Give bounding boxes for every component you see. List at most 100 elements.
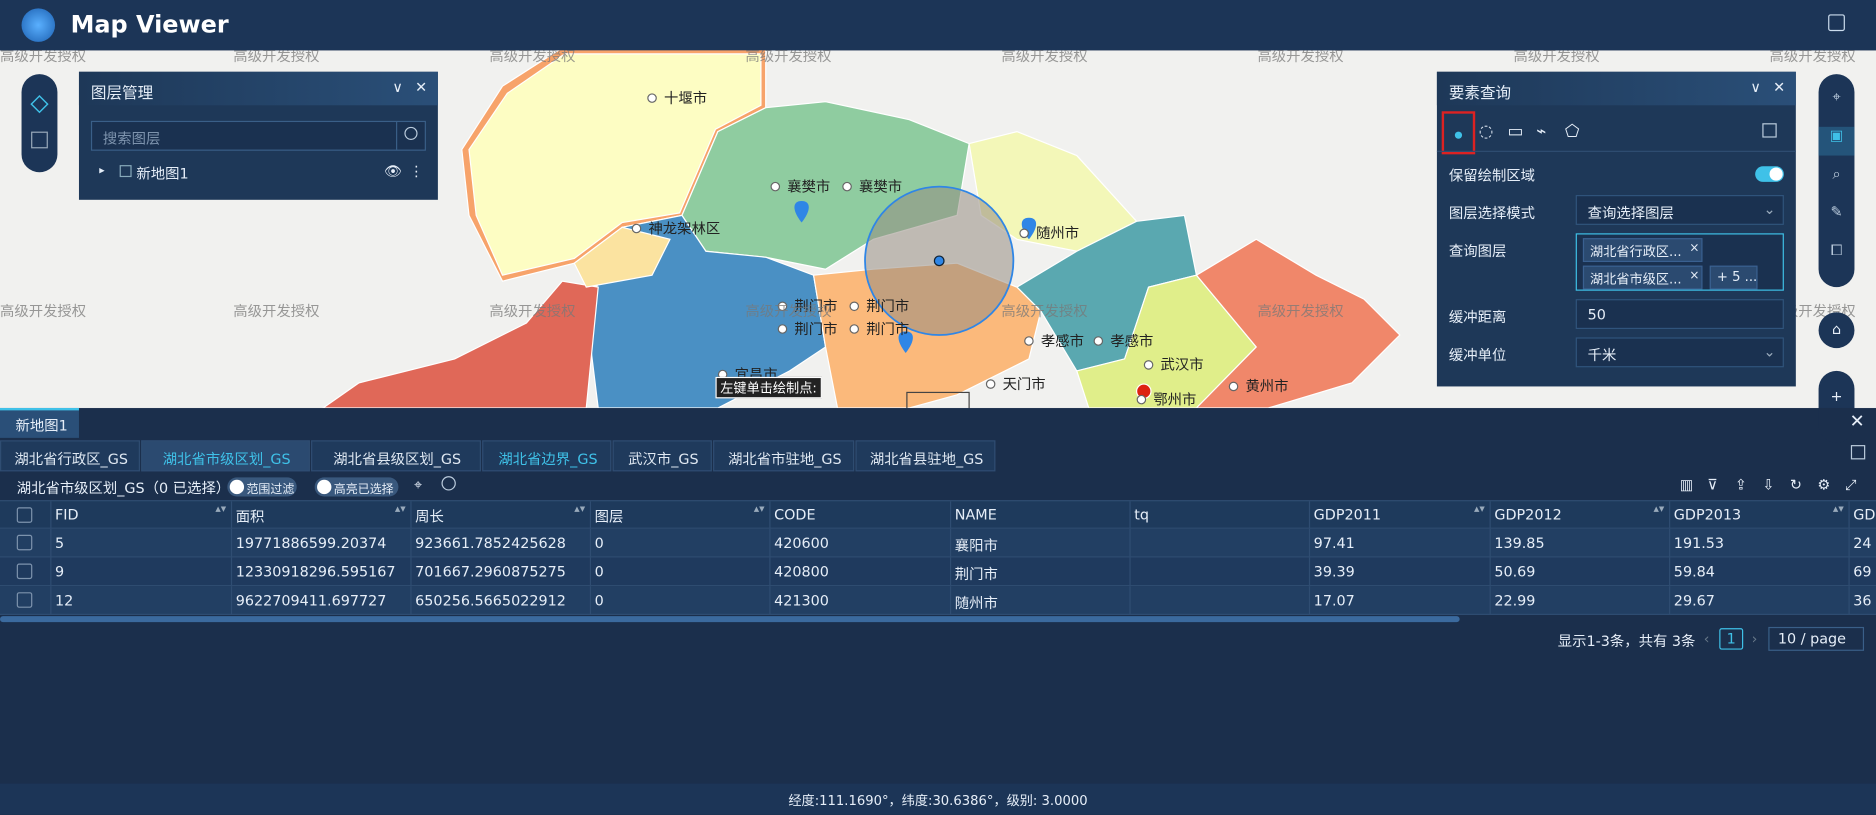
column-divider — [769, 557, 771, 587]
column-divider — [1669, 557, 1671, 587]
sort-icon[interactable]: ▴▾ — [753, 503, 765, 516]
close-button[interactable]: ✕ — [1773, 78, 1786, 96]
draw-tool[interactable]: ▭ — [1507, 122, 1524, 142]
layer-tab[interactable]: 湖北省市驻地_GS — [713, 440, 855, 472]
select-all[interactable] — [16, 507, 33, 523]
column-header[interactable]: GDP2013 — [1673, 506, 1742, 523]
tag-select[interactable]: 湖北省行政区... × 湖北省市级区... × + 5 ... — [1575, 233, 1784, 291]
logo — [21, 8, 56, 42]
city-label: 荆门市 — [794, 321, 837, 338]
column-header[interactable]: CODE — [774, 506, 816, 523]
table-tool[interactable]: ⤢ — [1844, 476, 1857, 493]
layer-tab[interactable]: 湖北省县级区划_GS — [311, 440, 481, 472]
next-page[interactable]: › — [1751, 630, 1758, 648]
home-button[interactable]: ⌂ — [1818, 312, 1855, 349]
layers-button[interactable] — [30, 94, 49, 114]
sort-icon[interactable]: ▴▾ — [1653, 503, 1665, 516]
row-checkbox[interactable] — [16, 592, 33, 608]
theme-button[interactable] — [1828, 14, 1845, 32]
layer-tab[interactable]: 武汉市_GS — [612, 440, 712, 472]
close-button[interactable]: ✕ — [415, 78, 428, 96]
search-box[interactable]: 搜索图层 — [90, 120, 426, 151]
panel-toggle[interactable] — [1850, 445, 1866, 460]
cell: 襄阳市 — [954, 537, 998, 554]
layer-tab[interactable]: 湖北省行政区_GS — [0, 440, 140, 472]
layer-name[interactable]: 新地图1 — [136, 165, 189, 182]
sort-icon[interactable]: ▴▾ — [394, 503, 406, 516]
table-tool[interactable]: ⊽ — [1707, 476, 1718, 493]
dropdown-arrow: ⌄ — [1763, 343, 1776, 361]
tool-button[interactable]: ⧠ — [1830, 241, 1843, 259]
left-toolbar — [21, 74, 58, 173]
draw-tool[interactable]: ⬠ — [1564, 122, 1580, 142]
column-header[interactable]: GDP2011 — [1313, 506, 1382, 523]
toggle-switch[interactable] — [1755, 166, 1784, 182]
filter-toggle[interactable]: 范围过滤 — [227, 477, 297, 497]
table-tool[interactable]: ↻ — [1789, 476, 1802, 493]
field-input[interactable]: 查询选择图层 ⌄ — [1575, 195, 1784, 225]
column-header[interactable]: 周长 — [415, 508, 444, 526]
table-tool[interactable]: ▥ — [1679, 476, 1694, 493]
tool-button[interactable]: ▣ — [1818, 126, 1855, 156]
field-input[interactable]: 50 — [1575, 299, 1784, 330]
layer-tab[interactable]: 湖北省市级区划_GS — [141, 440, 310, 472]
column-header[interactable]: 图层 — [594, 508, 624, 526]
column-header[interactable]: GDP2012 — [1494, 506, 1562, 523]
tag-text: + 5 ... — [1716, 269, 1758, 285]
point-tool[interactable] — [1441, 111, 1476, 155]
sort-icon[interactable]: ▴▾ — [574, 503, 586, 516]
column-header[interactable]: NAME — [954, 506, 997, 523]
collapse-button[interactable]: ∨ — [392, 78, 403, 96]
table-row[interactable]: 12 9622709411.697727 650256.5665022912 0 421… — [0, 586, 1876, 615]
layer-tab[interactable]: 湖北省边界_GS — [482, 440, 612, 472]
tag-remove[interactable]: × — [1689, 241, 1700, 255]
add-button[interactable] — [31, 131, 48, 149]
tool-button[interactable]: ⌕ — [1832, 165, 1841, 182]
tag-remove[interactable]: × — [1689, 269, 1700, 283]
city-dot — [1024, 336, 1034, 346]
tool-button[interactable]: ✎ — [1830, 203, 1843, 221]
field-input[interactable]: 千米 ⌄ — [1575, 337, 1784, 368]
status-bar: 经度:111.1690°，纬度:30.6386°，级别: 3.0000 — [0, 783, 1876, 815]
column-header[interactable]: GD — [1853, 506, 1876, 523]
h-scrollbar[interactable] — [0, 616, 1460, 623]
panel-close[interactable]: ✕ — [1849, 410, 1865, 432]
column-header[interactable]: 面积 — [235, 508, 265, 526]
page-button[interactable]: 1 — [1719, 628, 1744, 650]
collapse-button[interactable]: ∨ — [1750, 78, 1761, 96]
clear-button[interactable] — [441, 476, 456, 491]
prev-page[interactable]: ‹ — [1703, 630, 1710, 648]
draw-tool[interactable]: ⌁ — [1536, 122, 1547, 142]
city-label: 襄樊市 — [859, 178, 902, 195]
table-tool[interactable]: ⇪ — [1734, 476, 1747, 493]
clear-tool[interactable] — [1762, 123, 1777, 138]
column-header[interactable]: tq — [1134, 506, 1149, 523]
more-button[interactable]: ⋮ — [409, 162, 424, 180]
map-tab[interactable]: 新地图1 — [0, 407, 79, 438]
page-number: 1 — [1726, 630, 1736, 648]
expand-arrow[interactable]: ▸ — [99, 165, 105, 178]
layer-tab[interactable]: 湖北省县驻地_GS — [855, 440, 996, 472]
toggle-label: 高亮已选择 — [333, 483, 394, 497]
city-label: 荆门市 — [866, 321, 909, 338]
tool-button[interactable]: ⌖ — [1832, 88, 1841, 106]
filter-toggle[interactable]: 高亮已选择 — [314, 477, 399, 497]
row-checkbox[interactable] — [16, 563, 33, 580]
layer-tab-label: 湖北省市级区划_GS — [162, 451, 291, 468]
column-header[interactable]: FID — [55, 506, 79, 523]
sort-icon[interactable]: ▴▾ — [215, 503, 227, 516]
table-row[interactable]: 5 19771886599.20374 923661.7852425628 0 4206… — [0, 528, 1876, 558]
watermark: 高级开发授权 — [0, 302, 87, 320]
sort-icon[interactable]: ▴▾ — [1832, 503, 1844, 516]
draw-tool[interactable]: ◌ — [1478, 122, 1494, 142]
sort-icon[interactable]: ▴▾ — [1474, 503, 1485, 516]
visibility-toggle[interactable]: 👁 — [384, 162, 403, 180]
row-checkbox[interactable] — [16, 534, 33, 551]
table-row[interactable]: 9 12330918296.595167 701667.2960875275 0 420… — [0, 557, 1876, 587]
table-tool[interactable]: ⚙ — [1817, 476, 1831, 493]
locate-button[interactable]: ⌖ — [413, 476, 423, 493]
field-label: 缓冲距离 — [1448, 308, 1507, 326]
city-label: 荆门市 — [866, 298, 909, 315]
page-size[interactable]: 10 / page — [1768, 626, 1865, 651]
table-tool[interactable]: ⇩ — [1762, 476, 1775, 493]
